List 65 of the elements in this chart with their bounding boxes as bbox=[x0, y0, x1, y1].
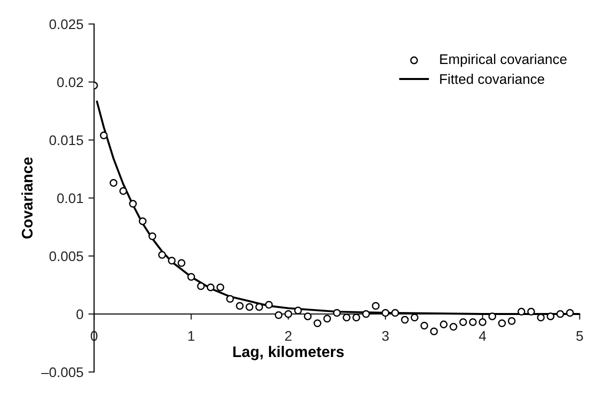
point bbox=[546, 312, 554, 320]
point bbox=[265, 300, 273, 309]
point bbox=[274, 311, 282, 320]
legend-label: Fitted covariance bbox=[440, 74, 544, 84]
x-tick-label: 4 bbox=[479, 331, 486, 341]
y-tick-label: 0.005 bbox=[49, 251, 84, 262]
y-tick-label: –0.005 bbox=[41, 367, 84, 378]
point bbox=[294, 306, 302, 314]
point bbox=[148, 232, 156, 240]
point bbox=[400, 316, 409, 324]
point bbox=[178, 259, 186, 267]
point bbox=[304, 312, 312, 320]
point bbox=[187, 273, 196, 281]
point bbox=[391, 308, 400, 317]
x-tick-label: 1 bbox=[188, 331, 194, 341]
point bbox=[158, 250, 166, 259]
point bbox=[168, 256, 176, 265]
point bbox=[314, 319, 322, 328]
y-tick-label: 0.015 bbox=[49, 135, 84, 146]
point bbox=[197, 282, 205, 290]
y-tick-label: 0.01 bbox=[57, 193, 83, 204]
point bbox=[246, 303, 254, 311]
point bbox=[226, 295, 234, 303]
point bbox=[488, 312, 496, 320]
y-tick-label: 0.02 bbox=[57, 77, 83, 88]
point bbox=[498, 319, 506, 328]
point bbox=[138, 217, 147, 226]
point bbox=[518, 308, 526, 316]
point bbox=[216, 283, 224, 292]
point bbox=[352, 314, 360, 322]
point bbox=[323, 314, 332, 323]
point bbox=[556, 310, 564, 318]
point bbox=[236, 302, 244, 310]
point bbox=[478, 318, 486, 326]
point bbox=[100, 131, 108, 140]
point bbox=[206, 283, 215, 292]
point bbox=[508, 317, 516, 325]
point bbox=[420, 322, 428, 330]
point bbox=[342, 314, 350, 322]
point bbox=[333, 308, 341, 317]
point bbox=[459, 318, 468, 326]
point bbox=[382, 308, 390, 317]
point bbox=[284, 310, 292, 318]
y-tick-label: 0.025 bbox=[49, 19, 84, 30]
point bbox=[468, 318, 477, 326]
point bbox=[527, 308, 536, 316]
point bbox=[362, 310, 370, 318]
x-tick-label: 3 bbox=[382, 331, 389, 341]
point bbox=[410, 314, 418, 322]
legend-label: Empirical covariance bbox=[440, 54, 567, 67]
point bbox=[119, 187, 128, 195]
point bbox=[430, 328, 438, 336]
point bbox=[440, 320, 448, 328]
point bbox=[372, 302, 380, 310]
y-tick-label: 0 bbox=[76, 309, 84, 320]
x-tick-label: 5 bbox=[576, 331, 583, 341]
point bbox=[255, 303, 264, 311]
x-axis-title: Lag, kilometers bbox=[233, 346, 344, 360]
y-axis-title: Covariance bbox=[21, 157, 33, 239]
point bbox=[450, 322, 458, 331]
point bbox=[129, 200, 137, 208]
point bbox=[566, 308, 574, 317]
x-tick-label: 2 bbox=[285, 331, 292, 341]
point bbox=[110, 179, 118, 187]
point bbox=[536, 314, 545, 322]
